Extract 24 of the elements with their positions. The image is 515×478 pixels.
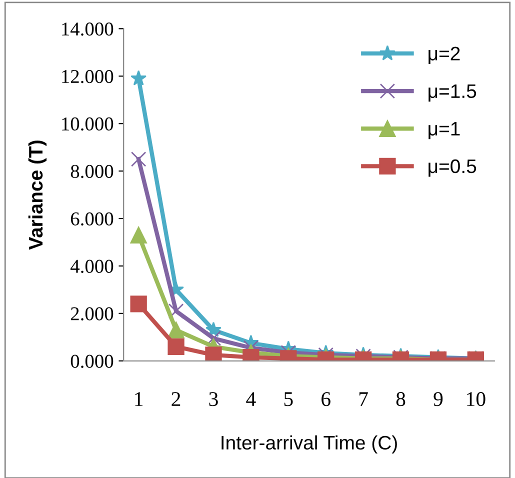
legend-label: μ=2: [428, 46, 460, 64]
x-axis-title: Inter-arrival Time (C): [222, 435, 397, 454]
x-tick-label: 1: [135, 392, 143, 406]
y-tick-label: 2.000: [70, 307, 114, 320]
x-tick-label: 10: [467, 392, 486, 406]
y-tick-label: 12.000: [62, 70, 114, 84]
x-tick-label: 6: [322, 392, 330, 406]
y-tick-label: 8.000: [70, 164, 114, 178]
legend-label: μ=1: [428, 122, 460, 140]
legend-label: μ=1.5: [428, 84, 476, 102]
y-tick-label: 14.000: [62, 22, 114, 36]
x-tick-label: 4: [246, 392, 256, 406]
y-tick-label: 0.000: [70, 354, 114, 368]
x-tick-label: 9: [434, 392, 443, 406]
x-tick-label: 3: [209, 392, 218, 406]
x-tick-label: 8: [396, 392, 406, 406]
y-tick-label: 10.000: [62, 117, 114, 131]
x-tick-label: 7: [359, 392, 368, 406]
y-tick-label: 6.000: [70, 212, 114, 226]
x-tick-label: 5: [284, 392, 293, 406]
y-axis-title: Variance (T): [28, 140, 47, 250]
legend-label: μ=0.5: [428, 159, 476, 177]
x-tick-label: 2: [172, 392, 180, 406]
y-tick-label: 4.000: [70, 260, 114, 273]
